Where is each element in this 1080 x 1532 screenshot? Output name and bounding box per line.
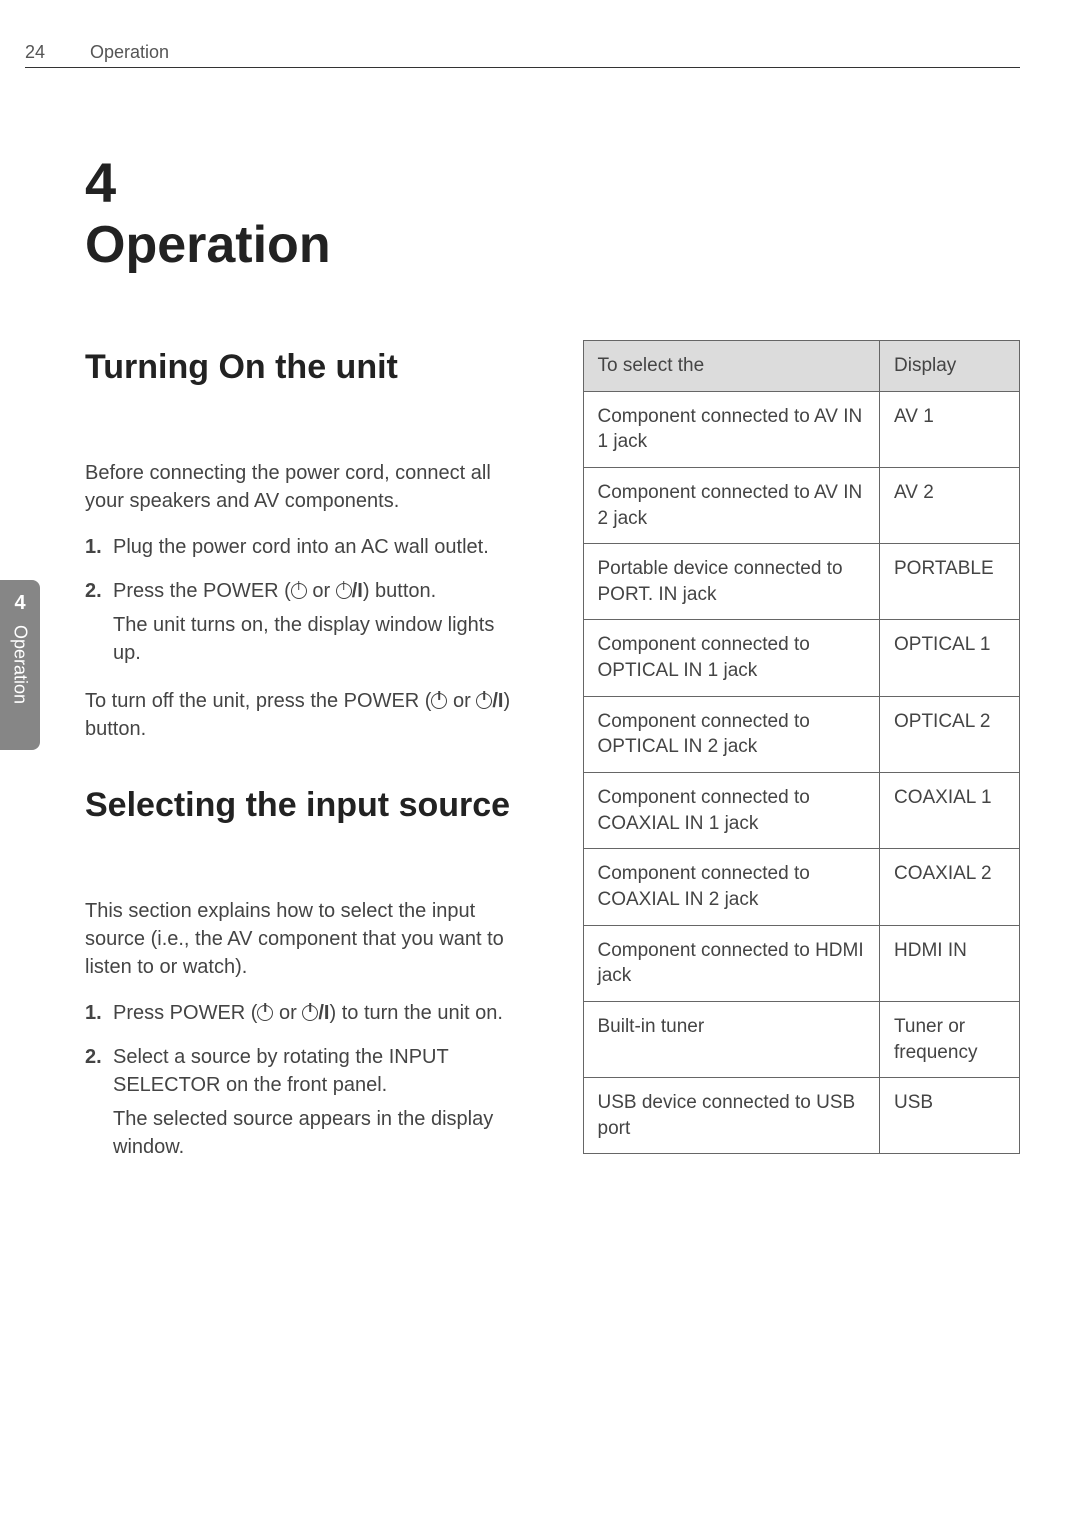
- power-icon: [291, 583, 307, 599]
- power-icon: [257, 1005, 273, 1021]
- step-item: 2. Select a source by rotating the INPUT…: [85, 1043, 523, 1161]
- step-number: 1.: [85, 533, 102, 561]
- table-cell-display: AV 2: [880, 467, 1020, 543]
- table-cell-display: COAXIAL 2: [880, 849, 1020, 925]
- table-cell-source: Component connected to AV IN 2 jack: [583, 467, 880, 543]
- table-row: Component connected to AV IN 1 jackAV 1: [583, 391, 1020, 467]
- table-header-cell: To select the: [583, 341, 880, 392]
- table-row: Component connected to AV IN 2 jackAV 2: [583, 467, 1020, 543]
- table-cell-source: Component connected to COAXIAL IN 2 jack: [583, 849, 880, 925]
- table-cell-source: Portable device connected to PORT. IN ja…: [583, 544, 880, 620]
- table-cell-display: OPTICAL 2: [880, 696, 1020, 772]
- step-text: Press POWER ( or /I) to turn the unit on…: [113, 1002, 503, 1024]
- table-row: Component connected to OPTICAL IN 2 jack…: [583, 696, 1020, 772]
- page-number: 24: [25, 42, 85, 63]
- table-row: Component connected to COAXIAL IN 1 jack…: [583, 773, 1020, 849]
- table-cell-display: HDMI IN: [880, 925, 1020, 1001]
- table-header-cell: Display: [880, 341, 1020, 392]
- step-number: 2.: [85, 577, 102, 605]
- slash-i-icon: /I: [352, 580, 363, 602]
- section2-steps: 1. Press POWER ( or /I) to turn the unit…: [85, 999, 523, 1161]
- tab-chapter-number: 4: [0, 592, 40, 615]
- text-fragment: or: [307, 580, 336, 602]
- table-cell-source: Component connected to OPTICAL IN 1 jack: [583, 620, 880, 696]
- slash-i-icon: /I: [492, 690, 503, 712]
- section2-intro: This section explains how to select the …: [85, 897, 523, 981]
- power-icon: [431, 693, 447, 709]
- table-row: Component connected to HDMI jackHDMI IN: [583, 925, 1020, 1001]
- power-icon: [476, 693, 492, 709]
- step-number: 1.: [85, 999, 102, 1027]
- tab-chapter-label: Operation: [10, 625, 31, 704]
- left-column: 4 Operation Turning On the unit Before c…: [85, 150, 523, 1181]
- table-cell-display: USB: [880, 1078, 1020, 1154]
- table-row: USB device connected to USB portUSB: [583, 1078, 1020, 1154]
- text-fragment: ) to turn the unit on.: [329, 1002, 502, 1024]
- table-cell-display: Tuner or frequency: [880, 1001, 1020, 1077]
- text-fragment: Press POWER (: [113, 1002, 257, 1024]
- right-column: To select the Display Component connecte…: [583, 150, 1021, 1181]
- power-icon: [302, 1005, 318, 1021]
- slash-i-icon: /I: [318, 1002, 329, 1024]
- section1-steps: 1. Plug the power cord into an AC wall o…: [85, 533, 523, 667]
- table-row: Component connected to COAXIAL IN 2 jack…: [583, 849, 1020, 925]
- step-subtext: The unit turns on, the display window li…: [113, 611, 523, 667]
- table-cell-source: Built-in tuner: [583, 1001, 880, 1077]
- table-cell-display: OPTICAL 1: [880, 620, 1020, 696]
- table-cell-display: COAXIAL 1: [880, 773, 1020, 849]
- text-fragment: To turn off the unit, press the POWER (: [85, 690, 431, 712]
- table-cell-source: Component connected to HDMI jack: [583, 925, 880, 1001]
- step-number: 2.: [85, 1043, 102, 1071]
- header-section: Operation: [90, 42, 169, 62]
- text-fragment: ) button.: [363, 580, 436, 602]
- chapter-title: Operation: [85, 215, 523, 275]
- text-fragment: Press the POWER (: [113, 580, 291, 602]
- chapter-side-tab: 4 Operation: [0, 580, 40, 750]
- table-row: Built-in tunerTuner or frequency: [583, 1001, 1020, 1077]
- table-row: Component connected to OPTICAL IN 1 jack…: [583, 620, 1020, 696]
- power-icon: [336, 583, 352, 599]
- step-item: 2. Press the POWER ( or /I) button. The …: [85, 577, 523, 667]
- step-item: 1. Press POWER ( or /I) to turn the unit…: [85, 999, 523, 1027]
- input-source-table: To select the Display Component connecte…: [583, 340, 1021, 1154]
- table-header-row: To select the Display: [583, 341, 1020, 392]
- step-subtext: The selected source appears in the displ…: [113, 1105, 523, 1161]
- section1-closing: To turn off the unit, press the POWER ( …: [85, 687, 523, 743]
- table-cell-display: AV 1: [880, 391, 1020, 467]
- section-heading-turning-on: Turning On the unit: [85, 345, 523, 389]
- chapter-number: 4: [85, 150, 523, 215]
- step-text: Press the POWER ( or /I) button.: [113, 580, 436, 602]
- section-heading-selecting-input: Selecting the input source: [85, 783, 523, 827]
- text-fragment: or: [273, 1002, 302, 1024]
- table-row: Portable device connected to PORT. IN ja…: [583, 544, 1020, 620]
- table-cell-source: Component connected to COAXIAL IN 1 jack: [583, 773, 880, 849]
- step-text: Select a source by rotating the INPUT SE…: [113, 1046, 448, 1096]
- table-cell-source: Component connected to AV IN 1 jack: [583, 391, 880, 467]
- table-cell-source: Component connected to OPTICAL IN 2 jack: [583, 696, 880, 772]
- step-item: 1. Plug the power cord into an AC wall o…: [85, 533, 523, 561]
- step-text: Plug the power cord into an AC wall outl…: [113, 536, 489, 558]
- text-fragment: or: [447, 690, 476, 712]
- table-cell-source: USB device connected to USB port: [583, 1078, 880, 1154]
- table-cell-display: PORTABLE: [880, 544, 1020, 620]
- section1-intro: Before connecting the power cord, connec…: [85, 459, 523, 515]
- page-header: 24 Operation: [25, 42, 1020, 68]
- page-content: 4 Operation Turning On the unit Before c…: [85, 150, 1020, 1181]
